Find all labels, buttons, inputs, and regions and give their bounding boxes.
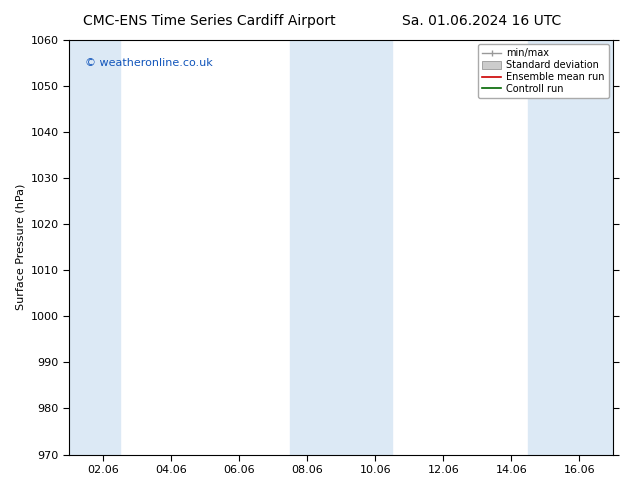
Bar (69, 40, 120, 455)
Text: CMC-ENS Time Series Cardiff Airport: CMC-ENS Time Series Cardiff Airport (83, 14, 335, 28)
Bar (290, 40, 392, 455)
Text: © weatheronline.co.uk: © weatheronline.co.uk (86, 58, 213, 68)
Legend: min/max, Standard deviation, Ensemble mean run, Controll run: min/max, Standard deviation, Ensemble me… (478, 45, 609, 98)
Text: Sa. 01.06.2024 16 UTC: Sa. 01.06.2024 16 UTC (402, 14, 562, 28)
Bar (528, 40, 614, 455)
Y-axis label: Surface Pressure (hPa): Surface Pressure (hPa) (15, 184, 25, 310)
